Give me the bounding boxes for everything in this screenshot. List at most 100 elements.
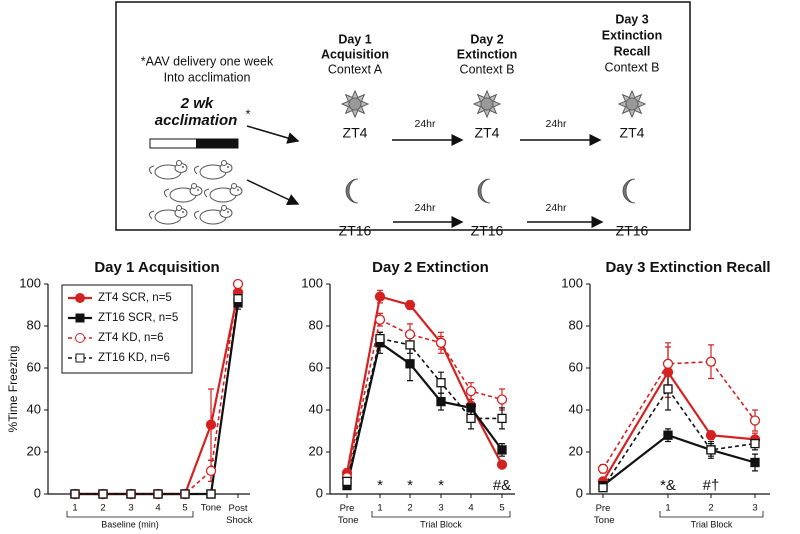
data-point bbox=[405, 340, 415, 350]
x-axis-label: Trial Block bbox=[420, 519, 462, 529]
data-point bbox=[342, 476, 352, 487]
y-tick-label: 100 bbox=[19, 275, 41, 290]
legend-marker bbox=[75, 293, 85, 303]
data-point bbox=[597, 463, 609, 474]
series-line bbox=[602, 360, 756, 470]
day-title: Extinction bbox=[602, 28, 662, 42]
zt-label: ZT4 bbox=[475, 125, 500, 141]
day-title: Extinction bbox=[457, 47, 517, 61]
context: Context B bbox=[460, 62, 515, 76]
data-point bbox=[497, 413, 507, 424]
data-point bbox=[205, 419, 217, 430]
y-tick-label: 80 bbox=[309, 317, 323, 332]
y-tick-label: 80 bbox=[569, 317, 583, 332]
series-line bbox=[602, 433, 756, 487]
data-point bbox=[496, 459, 508, 470]
arrow bbox=[246, 125, 300, 144]
data-point bbox=[466, 403, 476, 413]
legend-marker bbox=[75, 313, 85, 323]
data-point bbox=[205, 465, 217, 477]
data-point bbox=[662, 367, 674, 378]
x-tick-label: 1 bbox=[72, 503, 77, 514]
annotation: *& bbox=[660, 477, 676, 494]
x-axis-label: Trial Block bbox=[691, 519, 733, 529]
y-tick-label: 60 bbox=[569, 359, 583, 374]
day-title: Day 3 bbox=[615, 12, 648, 26]
x-group-bracket bbox=[659, 511, 764, 518]
y-tick-label: 40 bbox=[27, 401, 41, 416]
data-point bbox=[405, 359, 415, 369]
light-dark-bar bbox=[196, 139, 238, 148]
annotation: * bbox=[407, 477, 413, 494]
sun-icon bbox=[618, 90, 646, 118]
y-tick-label: 0 bbox=[576, 485, 583, 500]
data-point bbox=[663, 430, 673, 440]
y-tick-label: 0 bbox=[316, 485, 323, 500]
annotation: * bbox=[377, 477, 383, 494]
x-group-bracket bbox=[66, 511, 194, 518]
data-point bbox=[233, 294, 243, 304]
chart: Day 1 Acquisition %Time Freezing 0 20 40 60 80… bbox=[6, 259, 253, 529]
interval-label: 24hr bbox=[414, 118, 436, 130]
data-point bbox=[404, 329, 416, 340]
data-point bbox=[374, 291, 386, 302]
chart-title: Day 3 Extinction Recall bbox=[605, 259, 770, 276]
y-tick-label: 20 bbox=[27, 443, 41, 458]
zt-label: ZT4 bbox=[343, 125, 368, 141]
legend-label: ZT16 SCR, n=5 bbox=[98, 312, 178, 324]
zt-label: ZT4 bbox=[620, 125, 645, 141]
y-tick-label: 40 bbox=[309, 401, 323, 416]
x-tick-label: 1 bbox=[377, 503, 382, 514]
sun-icon bbox=[473, 90, 501, 118]
data-point bbox=[663, 384, 673, 394]
y-tick-label: 60 bbox=[27, 359, 41, 374]
x-tick-label: 3 bbox=[128, 503, 133, 514]
chart-title: Day 2 Extinction bbox=[372, 259, 489, 276]
y-axis-label: %Time Freezing bbox=[6, 346, 20, 433]
data-point bbox=[436, 378, 446, 388]
data-point bbox=[126, 489, 136, 499]
x-tick-label: 2 bbox=[407, 503, 412, 514]
data-point bbox=[436, 396, 446, 407]
data-point bbox=[465, 385, 477, 397]
data-point bbox=[662, 358, 674, 369]
y-tick-label: 0 bbox=[34, 485, 41, 500]
day-title: Day 2 bbox=[470, 32, 503, 46]
legend-marker bbox=[75, 353, 85, 363]
legend-label: ZT4 KD, n=6 bbox=[98, 332, 164, 344]
data-point bbox=[206, 489, 216, 499]
y-tick-label: 40 bbox=[569, 401, 583, 416]
protocol-diagram: *AAV delivery one week Into acclimation … bbox=[115, 1, 691, 239]
x-tick-label: 3 bbox=[438, 503, 443, 514]
data-point bbox=[70, 489, 80, 499]
annotation: #& bbox=[493, 477, 511, 494]
x-tick-label: 3 bbox=[752, 503, 757, 514]
day-title: Acquisition bbox=[321, 47, 389, 61]
chart: Day 2 Extinction 0 20 40 60 80 100 Pre Tone 1 2 3 4… bbox=[301, 259, 515, 529]
arrow bbox=[246, 179, 300, 205]
x-tick-label: 5 bbox=[182, 503, 187, 514]
acclimation-label: acclimation bbox=[155, 112, 238, 129]
data-point bbox=[466, 413, 476, 424]
data-point bbox=[598, 483, 608, 493]
x-tick-label: 5 bbox=[499, 503, 504, 514]
data-point bbox=[374, 314, 386, 325]
legend-label: ZT16 KD, n=6 bbox=[98, 352, 170, 364]
zt-label: ZT16 bbox=[616, 223, 649, 239]
asterisk: * bbox=[245, 106, 250, 121]
x-tick-label: Pre Tone bbox=[591, 503, 614, 526]
chart-title: Day 1 Acquisition bbox=[94, 259, 219, 276]
data-point bbox=[496, 394, 508, 405]
y-tick-label: 100 bbox=[301, 275, 323, 290]
data-point bbox=[98, 489, 108, 499]
annotation: #† bbox=[703, 477, 720, 494]
x-tick-label: 4 bbox=[155, 503, 160, 514]
y-tick-label: 60 bbox=[309, 359, 323, 374]
note: *AAV delivery one week bbox=[141, 54, 274, 68]
context: Context A bbox=[328, 62, 383, 76]
chart: Day 3 Extinction Recall 0 20 40 60 80 100 Pre T… bbox=[561, 259, 770, 529]
acclimation-label: 2 wk bbox=[180, 95, 214, 112]
x-tick-label: Tone bbox=[201, 503, 222, 514]
